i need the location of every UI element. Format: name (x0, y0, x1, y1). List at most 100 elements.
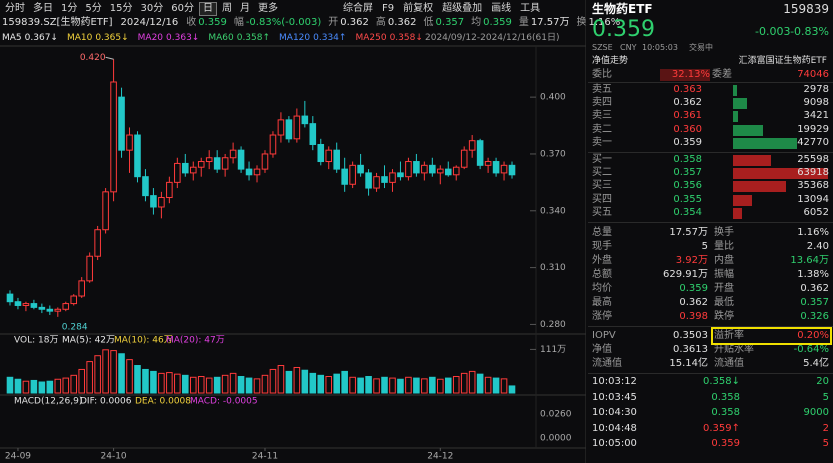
quote-value: 0.359 (483, 17, 512, 28)
candle-body (142, 176, 149, 197)
stat-value: 0.20% (797, 330, 829, 341)
tab[interactable]: 周 (221, 3, 232, 14)
candle-body (381, 176, 388, 183)
volume-bar (389, 377, 396, 394)
candle-body (508, 164, 516, 176)
separator (588, 222, 833, 223)
book-price: 0.354 (673, 206, 702, 218)
candle-body (325, 149, 333, 163)
trade-time: 10:03:45 (592, 391, 637, 403)
book-bar (733, 124, 763, 136)
book-label: 买五 (592, 206, 612, 218)
book-volume: 3421 (803, 110, 829, 122)
book-bar (733, 168, 828, 180)
candle-body (189, 166, 197, 174)
candle-body (102, 191, 109, 231)
volume-bar (78, 368, 85, 394)
tab[interactable]: 30分 (140, 3, 164, 14)
candle-body (38, 306, 46, 310)
tool-button[interactable]: 超级叠加 (442, 3, 483, 14)
ma-value: 0.334↑ (313, 33, 347, 43)
tab[interactable]: 多日 (33, 3, 53, 14)
quote-label: 换 (576, 17, 587, 28)
candle-body (166, 181, 173, 199)
stat-value: -0.64% (793, 344, 829, 355)
tab[interactable]: 日 (198, 2, 217, 16)
book-label: 买三 (592, 180, 612, 192)
candle-body (78, 280, 85, 297)
x-tick-label: 24-10 (101, 452, 127, 462)
volume-bar (253, 378, 261, 394)
stat-label: 开盘 (714, 283, 734, 294)
tab[interactable]: 分时 (5, 3, 25, 14)
volume-bar (166, 372, 173, 394)
volume-bar (444, 377, 452, 394)
candle-body (317, 143, 325, 163)
book-volume: 35368 (797, 180, 829, 192)
tab[interactable]: 15分 (109, 3, 133, 14)
code: 159839 (783, 2, 829, 16)
candle-body (182, 162, 189, 174)
candle-body (150, 195, 157, 208)
volume-bar (500, 378, 508, 394)
volume-bar (110, 350, 117, 394)
y-tick-label: 0.310 (540, 263, 566, 273)
tab[interactable]: 更多 (257, 3, 278, 14)
tool-button[interactable]: 画线 (491, 3, 512, 14)
quote-label: 幅 (233, 17, 244, 28)
stat-value: 0.362 (800, 283, 829, 294)
stat-label: 最高 (592, 297, 612, 308)
candle-body (205, 157, 213, 163)
candle-body (174, 162, 181, 183)
tool-button[interactable]: 工具 (520, 3, 541, 14)
candle-body (94, 229, 101, 257)
candle-body (54, 308, 62, 312)
tool-button[interactable]: 前复权 (403, 3, 434, 14)
stat-value: 1.38% (797, 269, 829, 280)
nav-tab: 净值走势 (592, 56, 629, 66)
ma-label: MA10 (66, 33, 93, 43)
candle-body (46, 308, 54, 312)
tool-button[interactable]: F9 (382, 3, 395, 14)
stat-label: 溢折率 (714, 330, 744, 341)
candle-body (397, 172, 404, 178)
volume-bar (429, 376, 436, 394)
volume-bar (293, 366, 301, 394)
volume-bar (38, 381, 46, 394)
candle-body (484, 161, 492, 166)
separator (588, 326, 833, 327)
quote-label: 开 (328, 17, 339, 28)
volume-bar (309, 372, 317, 394)
low-label: 0.284 (62, 322, 88, 332)
volume-bar (373, 378, 380, 394)
tab[interactable]: 月 (239, 3, 250, 14)
volume-bar (413, 377, 420, 394)
volume-bar (237, 376, 245, 394)
candle-body (468, 140, 476, 151)
quote-label: 均 (471, 17, 482, 28)
toolbar: 分时 多日 1分 5分 15分 30分 60分日周月更多 (2, 2, 283, 16)
stat-value: 0.359 (679, 283, 708, 294)
quote-label: 高 (375, 17, 386, 28)
candle-body (62, 303, 70, 310)
tab[interactable]: 60分 (171, 3, 194, 14)
tool-button[interactable]: 综合屏 (343, 3, 373, 14)
name: 生物药ETF (592, 2, 653, 16)
candle-body (341, 168, 348, 185)
trade-price: 0.359↑ (702, 422, 740, 434)
tab[interactable]: 1分 (61, 3, 78, 14)
volume-bar (468, 370, 476, 394)
stat-label: 外盘 (592, 255, 612, 266)
vol-ma-label: MA(20): 47万 (166, 336, 225, 346)
stat-label: 内盘 (714, 255, 734, 266)
sub-info: 10:05:03 (642, 43, 678, 52)
book-label: 卖三 (592, 110, 612, 122)
candle-body (293, 115, 301, 140)
volume-bar (484, 376, 492, 394)
volume-bar (14, 378, 22, 394)
trade-time: 10:03:12 (592, 376, 637, 387)
candle-body (110, 81, 117, 193)
candle-body (452, 166, 460, 176)
candle-body (277, 119, 285, 136)
tab[interactable]: 5分 (85, 3, 102, 14)
